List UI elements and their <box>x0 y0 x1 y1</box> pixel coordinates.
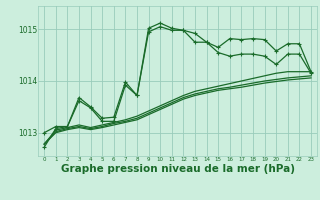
X-axis label: Graphe pression niveau de la mer (hPa): Graphe pression niveau de la mer (hPa) <box>60 164 295 174</box>
